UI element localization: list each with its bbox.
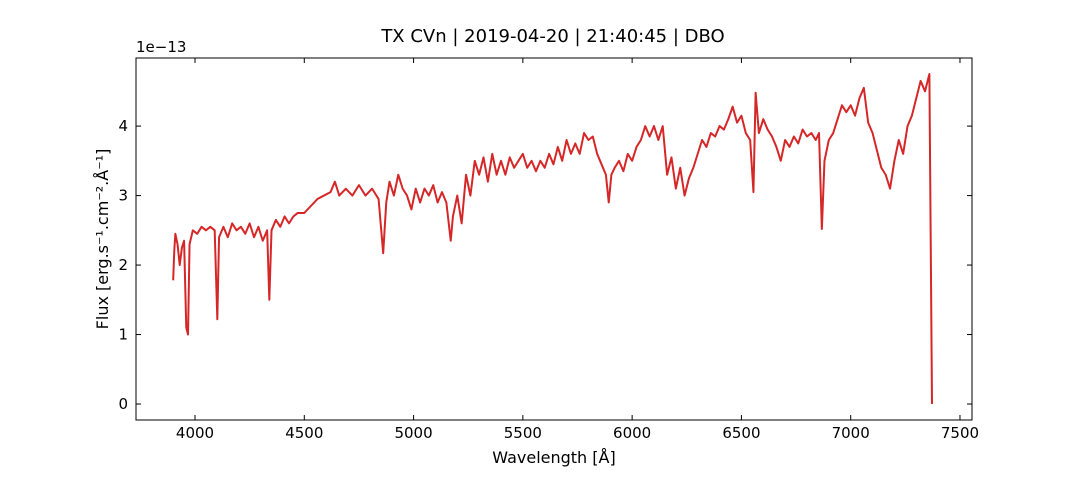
x-tick-label: 5000 bbox=[394, 424, 432, 442]
x-tick-label: 7000 bbox=[832, 424, 870, 442]
y-axis-label: Flux [erg.s⁻¹.cm⁻².Å⁻¹] bbox=[93, 149, 112, 330]
x-tick-label: 4000 bbox=[176, 424, 214, 442]
y-offset-label: 1e−13 bbox=[136, 38, 186, 56]
x-tick-label: 6500 bbox=[722, 424, 760, 442]
x-tick-label: 7500 bbox=[941, 424, 979, 442]
y-tick-label: 1 bbox=[118, 326, 128, 344]
x-tick-label: 5500 bbox=[504, 424, 542, 442]
x-tick-label: 6000 bbox=[613, 424, 651, 442]
x-axis-label: Wavelength [Å] bbox=[492, 448, 615, 467]
y-tick-label: 2 bbox=[118, 256, 128, 274]
y-tick-label: 3 bbox=[118, 187, 128, 205]
y-tick-label: 4 bbox=[118, 117, 128, 135]
y-tick-label: 0 bbox=[118, 395, 128, 413]
x-tick-label: 4500 bbox=[285, 424, 323, 442]
plot-frame bbox=[135, 57, 973, 421]
spectrum-line bbox=[172, 72, 933, 405]
chart-title: TX CVn | 2019-04-20 | 21:40:45 | DBO bbox=[380, 26, 724, 47]
